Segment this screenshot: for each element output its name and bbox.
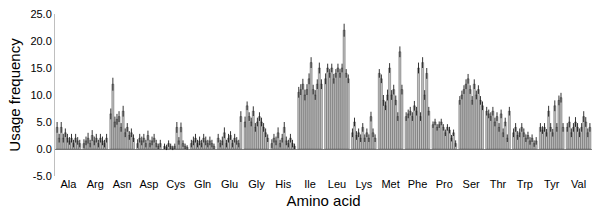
svg-text:10.0: 10.0	[30, 89, 51, 101]
svg-text:Pro: Pro	[436, 178, 453, 190]
svg-text:Tyr: Tyr	[544, 178, 560, 190]
svg-text:Gly: Gly	[248, 178, 265, 190]
svg-text:15.0: 15.0	[30, 62, 51, 74]
svg-text:Amino acid: Amino acid	[286, 192, 360, 209]
svg-text:Asp: Asp	[139, 178, 158, 190]
svg-text:0.0: 0.0	[37, 143, 52, 155]
svg-text:Phe: Phe	[408, 178, 428, 190]
svg-text:Val: Val	[571, 178, 586, 190]
svg-text:Ile: Ile	[304, 178, 316, 190]
svg-text:Thr: Thr	[490, 178, 507, 190]
svg-text:Asn: Asn	[113, 178, 132, 190]
svg-text:Cys: Cys	[166, 178, 185, 190]
svg-text:20.0: 20.0	[30, 35, 51, 47]
svg-text:Arg: Arg	[87, 178, 104, 190]
svg-text:His: His	[275, 178, 291, 190]
svg-text:Ser: Ser	[463, 178, 480, 190]
svg-text:Lys: Lys	[355, 178, 372, 190]
svg-text:5.0: 5.0	[37, 116, 52, 128]
svg-text:-5.0: -5.0	[33, 170, 52, 182]
svg-text:Gln: Gln	[194, 178, 211, 190]
svg-text:25.0: 25.0	[30, 8, 51, 20]
svg-text:Met: Met	[381, 178, 399, 190]
svg-text:Ala: Ala	[60, 178, 77, 190]
svg-text:Usage frequency: Usage frequency	[6, 38, 23, 152]
svg-text:Glu: Glu	[221, 178, 238, 190]
svg-text:Trp: Trp	[517, 178, 533, 190]
svg-text:Leu: Leu	[328, 178, 346, 190]
